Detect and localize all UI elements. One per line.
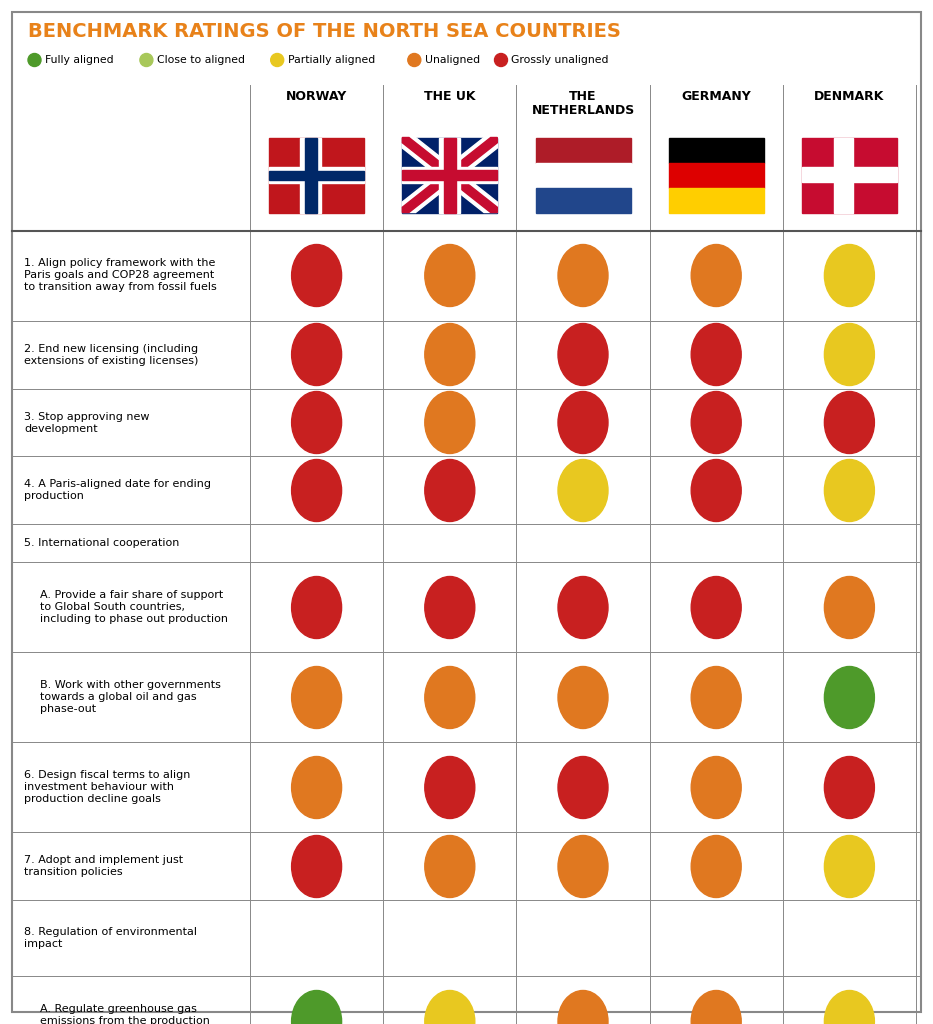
Ellipse shape <box>825 836 874 897</box>
Polygon shape <box>402 137 497 213</box>
Ellipse shape <box>558 391 608 454</box>
Text: A. Provide a fair share of support
to Global South countries,
including to phase: A. Provide a fair share of support to Gl… <box>40 591 228 625</box>
Text: Unaligned: Unaligned <box>425 55 480 65</box>
Ellipse shape <box>425 667 475 728</box>
Bar <box>536 187 631 213</box>
Text: THE
NETHERLANDS: THE NETHERLANDS <box>532 90 634 117</box>
Ellipse shape <box>425 757 475 818</box>
Bar <box>669 137 764 163</box>
Ellipse shape <box>691 324 741 385</box>
Ellipse shape <box>691 460 741 521</box>
Ellipse shape <box>825 391 874 454</box>
Text: DENMARK: DENMARK <box>815 90 884 103</box>
Ellipse shape <box>558 324 608 385</box>
Bar <box>536 163 631 187</box>
Bar <box>269 167 364 183</box>
Ellipse shape <box>425 391 475 454</box>
Polygon shape <box>402 137 497 213</box>
Text: Partially aligned: Partially aligned <box>287 55 375 65</box>
Ellipse shape <box>425 577 475 639</box>
Ellipse shape <box>292 460 341 521</box>
Ellipse shape <box>558 990 608 1024</box>
Bar <box>669 187 764 213</box>
Text: 6. Design fiscal terms to align
investment behaviour with
production decline goa: 6. Design fiscal terms to align investme… <box>24 770 190 805</box>
Text: THE UK: THE UK <box>425 90 476 103</box>
Bar <box>834 137 853 213</box>
Ellipse shape <box>691 245 741 306</box>
Bar <box>439 137 460 213</box>
Ellipse shape <box>425 990 475 1024</box>
Ellipse shape <box>425 245 475 306</box>
Ellipse shape <box>292 324 341 385</box>
Ellipse shape <box>691 667 741 728</box>
Bar <box>801 137 897 213</box>
Circle shape <box>494 53 508 67</box>
Ellipse shape <box>825 757 874 818</box>
Ellipse shape <box>691 836 741 897</box>
Ellipse shape <box>292 245 341 306</box>
Ellipse shape <box>558 460 608 521</box>
Bar <box>443 137 456 213</box>
Text: Grossly unaligned: Grossly unaligned <box>511 55 609 65</box>
Text: Fully aligned: Fully aligned <box>45 55 114 65</box>
Polygon shape <box>402 137 497 213</box>
Text: 4. A Paris-aligned date for ending
production: 4. A Paris-aligned date for ending produ… <box>24 479 211 502</box>
Polygon shape <box>402 137 497 213</box>
Ellipse shape <box>558 667 608 728</box>
Text: 5. International cooperation: 5. International cooperation <box>24 539 179 549</box>
Ellipse shape <box>825 245 874 306</box>
Bar <box>402 137 497 213</box>
Text: NORWAY: NORWAY <box>286 90 347 103</box>
Text: 8. Regulation of environmental
impact: 8. Regulation of environmental impact <box>24 928 197 949</box>
Circle shape <box>140 53 153 67</box>
Ellipse shape <box>292 391 341 454</box>
Ellipse shape <box>825 324 874 385</box>
Ellipse shape <box>691 577 741 639</box>
Ellipse shape <box>558 757 608 818</box>
Ellipse shape <box>558 577 608 639</box>
Ellipse shape <box>691 391 741 454</box>
Circle shape <box>271 53 284 67</box>
Text: A. Regulate greenhouse gas
emissions from the production
process: A. Regulate greenhouse gas emissions fro… <box>40 1005 210 1024</box>
Bar <box>402 167 497 183</box>
Bar <box>669 163 764 187</box>
Ellipse shape <box>825 460 874 521</box>
Circle shape <box>28 53 41 67</box>
Ellipse shape <box>292 757 341 818</box>
Ellipse shape <box>292 990 341 1024</box>
Ellipse shape <box>292 667 341 728</box>
Ellipse shape <box>558 836 608 897</box>
Text: 2. End new licensing (including
extensions of existing licenses): 2. End new licensing (including extensio… <box>24 343 199 366</box>
Text: BENCHMARK RATINGS OF THE NORTH SEA COUNTRIES: BENCHMARK RATINGS OF THE NORTH SEA COUNT… <box>28 22 620 41</box>
Text: GERMANY: GERMANY <box>681 90 751 103</box>
Text: B. Work with other governments
towards a global oil and gas
phase-out: B. Work with other governments towards a… <box>40 681 221 715</box>
Polygon shape <box>402 137 497 213</box>
Bar <box>269 171 364 179</box>
Bar <box>269 137 364 213</box>
Ellipse shape <box>292 836 341 897</box>
Ellipse shape <box>558 245 608 306</box>
Ellipse shape <box>425 836 475 897</box>
Text: 7. Adopt and implement just
transition policies: 7. Adopt and implement just transition p… <box>24 855 183 878</box>
Polygon shape <box>402 137 497 213</box>
Ellipse shape <box>425 324 475 385</box>
Ellipse shape <box>425 460 475 521</box>
Ellipse shape <box>691 990 741 1024</box>
Bar <box>402 170 497 180</box>
Circle shape <box>408 53 421 67</box>
Text: Close to aligned: Close to aligned <box>157 55 244 65</box>
Bar <box>536 137 631 163</box>
Polygon shape <box>402 137 497 213</box>
Bar <box>801 168 897 182</box>
Polygon shape <box>402 137 497 213</box>
Ellipse shape <box>825 577 874 639</box>
Ellipse shape <box>825 667 874 728</box>
Ellipse shape <box>292 577 341 639</box>
Ellipse shape <box>691 757 741 818</box>
Bar <box>300 137 321 213</box>
Bar <box>305 137 316 213</box>
Text: 3. Stop approving new
development: 3. Stop approving new development <box>24 412 149 433</box>
Text: 1. Align policy framework with the
Paris goals and COP28 agreement
to transition: 1. Align policy framework with the Paris… <box>24 258 216 293</box>
Ellipse shape <box>825 990 874 1024</box>
